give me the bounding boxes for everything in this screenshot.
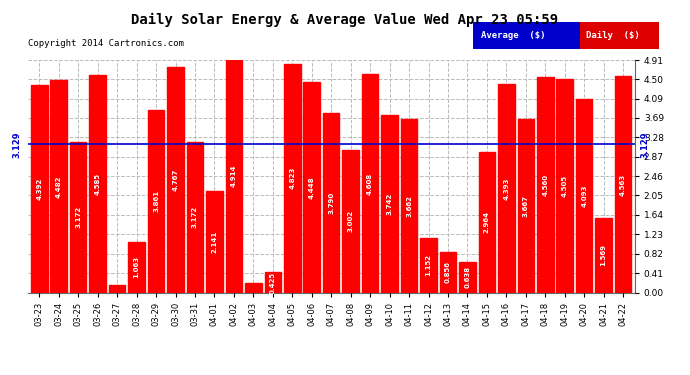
Bar [556, 79, 573, 292]
Text: 4.392: 4.392 [37, 177, 42, 200]
Bar [440, 252, 456, 292]
Text: 4.823: 4.823 [289, 167, 295, 189]
Text: 3.172: 3.172 [192, 206, 198, 228]
Bar [245, 283, 262, 292]
Text: 3.861: 3.861 [153, 190, 159, 212]
Text: 1.569: 1.569 [601, 244, 607, 266]
Bar [342, 150, 359, 292]
Bar [206, 191, 223, 292]
Text: 4.505: 4.505 [562, 175, 568, 197]
Bar [148, 110, 164, 292]
Bar [90, 75, 106, 292]
Bar [323, 113, 339, 292]
Bar [284, 64, 301, 292]
Text: 3.790: 3.790 [328, 192, 334, 214]
Bar [518, 119, 534, 292]
Text: 2.141: 2.141 [211, 231, 217, 253]
Text: 3.667: 3.667 [523, 195, 529, 217]
Bar [128, 242, 145, 292]
Text: Daily Solar Energy & Average Value Wed Apr 23 05:59: Daily Solar Energy & Average Value Wed A… [131, 13, 559, 27]
Text: Average  ($): Average ($) [481, 31, 546, 40]
Text: 1.152: 1.152 [426, 254, 431, 276]
Text: 4.608: 4.608 [367, 172, 373, 195]
Text: 4.482: 4.482 [56, 175, 61, 198]
Text: 3.172: 3.172 [75, 206, 81, 228]
Bar [420, 238, 437, 292]
Text: 4.767: 4.767 [172, 168, 179, 191]
Bar [109, 285, 126, 292]
Text: 4.448: 4.448 [308, 176, 315, 198]
Text: 1.063: 1.063 [134, 256, 139, 278]
Text: Copyright 2014 Cartronics.com: Copyright 2014 Cartronics.com [28, 39, 184, 48]
Bar [459, 262, 475, 292]
Text: 3.662: 3.662 [406, 195, 412, 217]
Bar [187, 142, 204, 292]
Text: 3.002: 3.002 [348, 210, 354, 232]
Text: 0.425: 0.425 [270, 272, 276, 294]
Bar [167, 67, 184, 292]
Text: 4.585: 4.585 [95, 173, 101, 195]
Bar [226, 60, 242, 292]
Bar [576, 99, 593, 292]
Bar [362, 74, 378, 292]
Bar [382, 115, 398, 292]
Bar [537, 76, 553, 292]
Text: 0.638: 0.638 [464, 266, 471, 288]
Bar [304, 82, 320, 292]
Bar [50, 80, 67, 292]
Bar [595, 218, 612, 292]
Text: 0.856: 0.856 [445, 261, 451, 283]
Text: 4.560: 4.560 [542, 174, 549, 196]
Text: 4.093: 4.093 [581, 184, 587, 207]
Text: 4.563: 4.563 [620, 173, 626, 195]
Bar [31, 84, 48, 292]
Bar [401, 119, 417, 292]
Text: 3.129: 3.129 [12, 131, 22, 158]
Text: 4.914: 4.914 [231, 165, 237, 188]
Text: Daily  ($): Daily ($) [586, 31, 640, 40]
Text: 4.393: 4.393 [503, 177, 509, 200]
Text: 3.129: 3.129 [640, 131, 650, 158]
Bar [70, 142, 86, 292]
Text: 3.742: 3.742 [386, 193, 393, 215]
Bar [498, 84, 515, 292]
Bar [264, 272, 281, 292]
Bar [479, 152, 495, 292]
Bar [615, 76, 631, 292]
Text: 2.964: 2.964 [484, 211, 490, 233]
